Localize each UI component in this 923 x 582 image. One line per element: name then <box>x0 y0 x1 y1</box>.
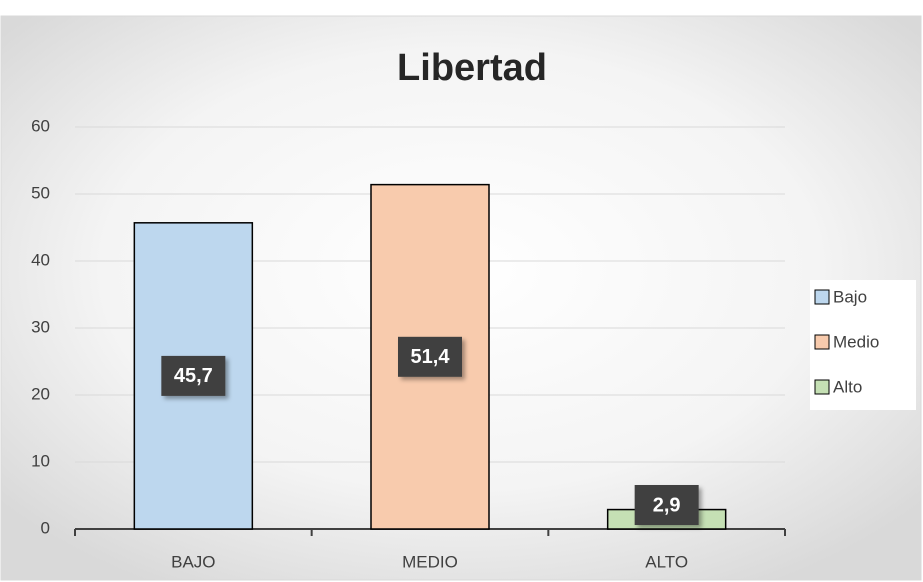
legend-label: Bajo <box>833 287 867 306</box>
y-tick-label: 60 <box>31 116 50 135</box>
data-label: 45,7 <box>174 365 213 387</box>
legend-swatch <box>814 289 830 305</box>
x-tick-label: ALTO <box>645 552 688 571</box>
x-tick-label: BAJO <box>171 552 215 571</box>
data-label: 51,4 <box>411 346 451 368</box>
y-tick-label: 30 <box>31 317 50 336</box>
legend-swatch <box>814 334 830 350</box>
data-label-box <box>634 485 699 525</box>
data-label: 2,9 <box>653 494 681 516</box>
x-tick-label: MEDIO <box>402 552 458 571</box>
data-label-box <box>398 336 462 377</box>
data-label-box <box>161 355 226 396</box>
y-tick-label: 40 <box>31 250 50 269</box>
y-tick-label: 20 <box>31 384 50 403</box>
legend-label: Medio <box>833 332 879 351</box>
y-tick-label: 50 <box>31 183 50 202</box>
y-tick-label: 0 <box>41 518 50 537</box>
chart-title: Libertad <box>397 47 547 89</box>
legend-swatch <box>814 379 830 395</box>
y-tick-label: 10 <box>31 451 50 470</box>
legend-label: Alto <box>833 377 862 396</box>
